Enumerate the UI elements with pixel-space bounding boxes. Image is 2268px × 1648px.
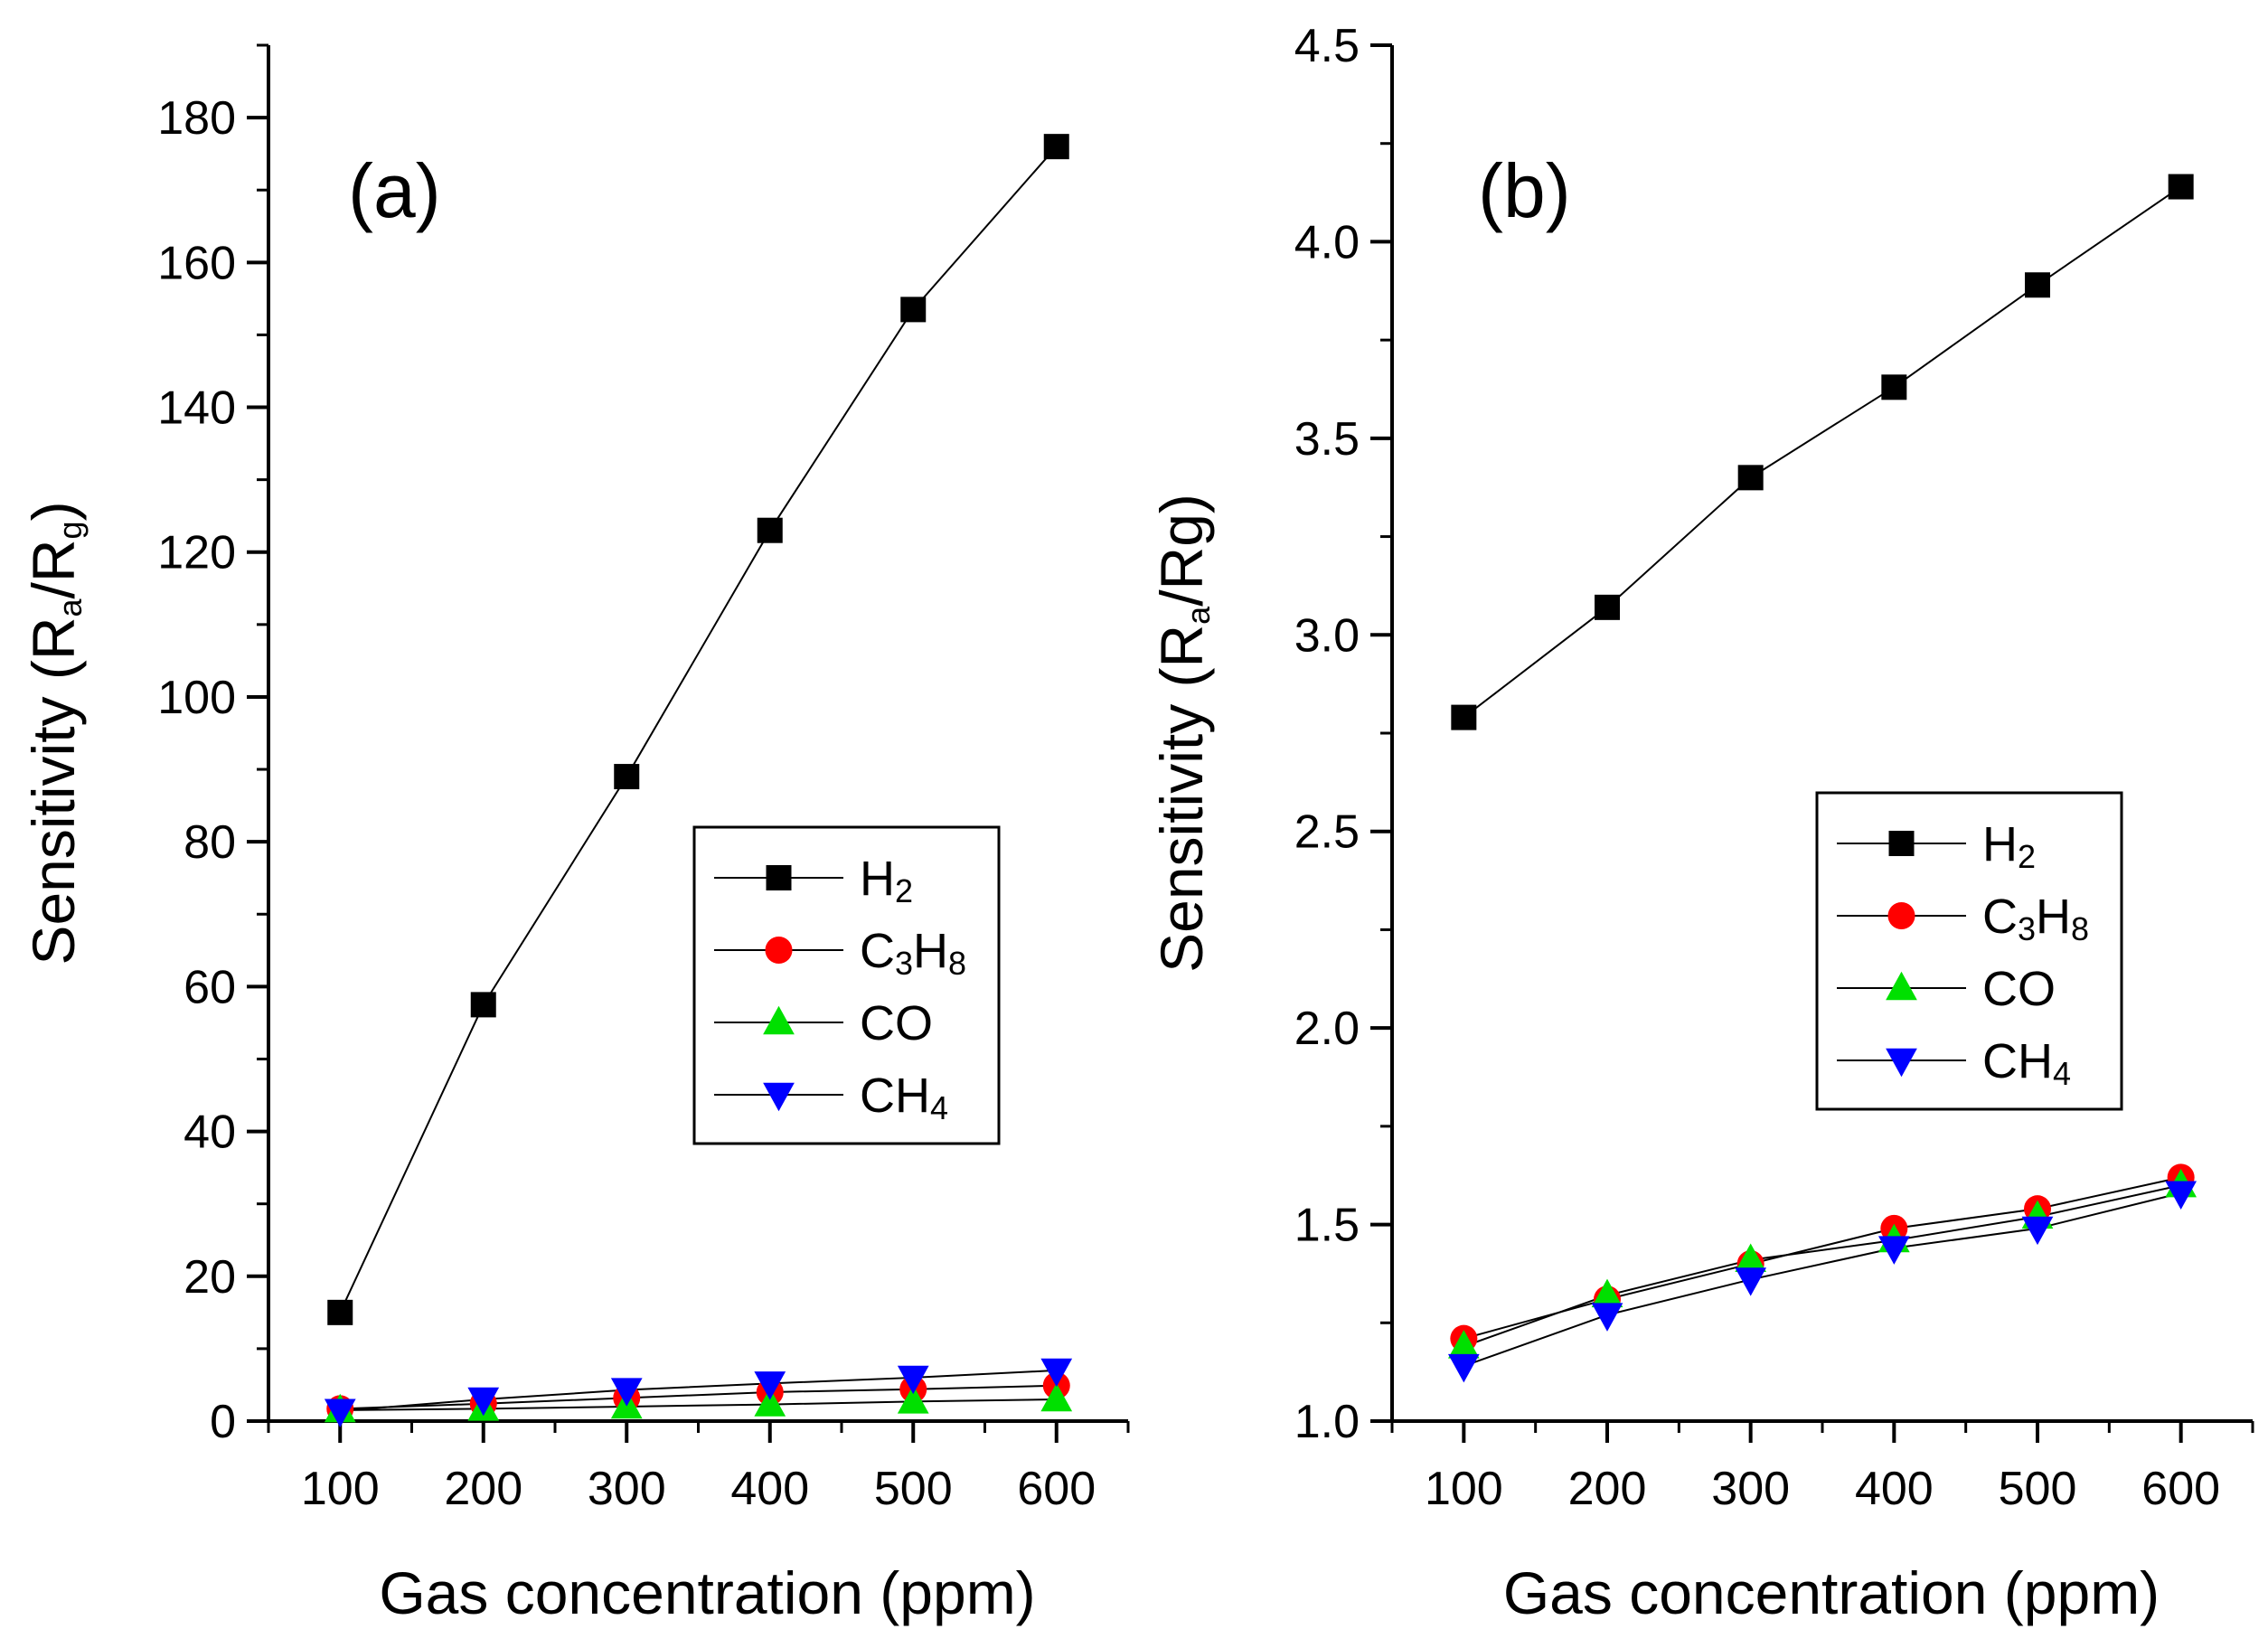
data-point-h2 bbox=[1881, 374, 1907, 400]
data-point-h2 bbox=[327, 1299, 353, 1325]
data-point-ch4 bbox=[2021, 1216, 2054, 1246]
x-tick-label: 600 bbox=[1017, 1463, 1096, 1515]
x-tick-label: 100 bbox=[1425, 1463, 1503, 1515]
legend: H2 C3H8 CO CH4 bbox=[1815, 791, 2123, 1111]
series-line-c3h8 bbox=[1463, 1176, 2181, 1340]
legend-label-co: CO bbox=[1982, 962, 2056, 1016]
data-point-co bbox=[754, 1388, 786, 1417]
panel-a-chart: 100 200 300 400 500 600 0 20 40 60 80 100 120 140 160 1… bbox=[20, 43, 1130, 1626]
panel-b-chart: 100 200 300 400 500 600 1.0 1.5 2.0 2.5 3.0 3.5 4.0 4… bbox=[1148, 20, 2254, 1626]
legend-label-co: CO bbox=[860, 996, 933, 1050]
series-line-h2 bbox=[339, 146, 1058, 1314]
panel-label: (a) bbox=[348, 148, 441, 233]
series-line-co bbox=[1463, 1184, 2181, 1348]
data-point-co bbox=[1040, 1382, 1073, 1412]
y-tick-label: 140 bbox=[157, 382, 236, 435]
series-line-h2 bbox=[1463, 185, 2182, 719]
data-point-ch4 bbox=[467, 1387, 500, 1417]
legend-label-h2: H2 bbox=[860, 852, 913, 909]
data-point-ch4 bbox=[754, 1371, 786, 1400]
data-point-ch4 bbox=[897, 1365, 929, 1395]
series-line-c3h8 bbox=[340, 1384, 1057, 1410]
y-tick-label: 60 bbox=[184, 961, 236, 1013]
x-tick-label: 500 bbox=[874, 1463, 953, 1515]
data-point-h2 bbox=[470, 992, 496, 1018]
x-axis-title: Gas concentration (ppm) bbox=[1503, 1559, 2160, 1626]
y-tick-label: 20 bbox=[184, 1251, 236, 1304]
y-tick-label: 1.0 bbox=[1294, 1396, 1360, 1448]
panel-label: (b) bbox=[1478, 148, 1571, 233]
x-tick-label: 400 bbox=[730, 1463, 809, 1515]
legend: H2 C3H8 CO CH4 bbox=[692, 825, 1001, 1145]
y-axis-title: Sensitivity (Ra/Rg) bbox=[20, 501, 89, 965]
data-point-ch4 bbox=[1040, 1358, 1073, 1388]
y-tick-label: 40 bbox=[184, 1107, 236, 1159]
legend-box bbox=[1815, 791, 2123, 1111]
y-tick-label: 4.0 bbox=[1294, 216, 1360, 268]
x-tick-label: 300 bbox=[1711, 1463, 1790, 1515]
legend-label-c3h8: C3H8 bbox=[860, 924, 966, 982]
legend-marker-h2 bbox=[766, 865, 792, 890]
y-tick-label: 120 bbox=[157, 527, 236, 579]
legend-label-h2: H2 bbox=[1982, 817, 2036, 875]
y-tick-label: 4.5 bbox=[1294, 20, 1360, 72]
x-tick-label: 600 bbox=[2141, 1463, 2220, 1515]
y-tick-label: 2.5 bbox=[1294, 806, 1360, 859]
x-tick-label: 400 bbox=[1855, 1463, 1934, 1515]
y-tick-label: 80 bbox=[184, 816, 236, 869]
data-point-h2 bbox=[1737, 465, 1764, 491]
data-point-ch4 bbox=[1735, 1267, 1767, 1296]
x-tick-label: 300 bbox=[588, 1463, 666, 1515]
data-point-h2 bbox=[757, 517, 783, 543]
data-point-h2 bbox=[1451, 704, 1477, 730]
y-tick-label: 1.5 bbox=[1294, 1200, 1360, 1252]
x-tick-label: 100 bbox=[301, 1463, 380, 1515]
x-tick-label: 200 bbox=[1568, 1463, 1647, 1515]
y-tick-label: 160 bbox=[157, 237, 236, 289]
data-point-ch4 bbox=[324, 1398, 356, 1428]
data-point-h2 bbox=[2025, 272, 2050, 298]
y-tick-label: 3.5 bbox=[1294, 413, 1360, 466]
legend-marker-co bbox=[1886, 971, 1917, 1001]
data-point-co bbox=[1735, 1243, 1767, 1272]
legend-marker-ch4 bbox=[1886, 1048, 1917, 1078]
x-axis-title: Gas concentration (ppm) bbox=[379, 1559, 1035, 1626]
data-point-ch4 bbox=[2165, 1181, 2197, 1210]
data-point-h2 bbox=[2168, 174, 2194, 200]
data-point-co bbox=[1447, 1330, 1480, 1359]
legend-marker-c3h8 bbox=[765, 937, 793, 964]
data-point-h2 bbox=[1043, 134, 1069, 160]
legend-marker-co bbox=[763, 1005, 795, 1035]
y-axis-title: Sensitivity (Ra/Rg) bbox=[1148, 494, 1217, 973]
series-line-co bbox=[340, 1398, 1057, 1411]
data-point-ch4 bbox=[610, 1378, 643, 1407]
y-tick-label: 2.0 bbox=[1294, 1003, 1360, 1055]
legend-marker-c3h8 bbox=[1887, 902, 1915, 929]
data-point-ch4 bbox=[1447, 1353, 1480, 1383]
y-tick-label: 0 bbox=[210, 1396, 236, 1448]
legend-marker-ch4 bbox=[763, 1082, 795, 1112]
y-tick-label: 100 bbox=[157, 672, 236, 724]
x-tick-label: 500 bbox=[1999, 1463, 2077, 1515]
series-line-ch4 bbox=[1463, 1191, 2181, 1368]
data-point-h2 bbox=[900, 297, 927, 323]
legend-label-c3h8: C3H8 bbox=[1982, 890, 2089, 947]
x-tick-label: 200 bbox=[444, 1463, 522, 1515]
data-point-ch4 bbox=[1877, 1236, 1910, 1265]
series-line-ch4 bbox=[340, 1369, 1057, 1412]
legend-box bbox=[692, 825, 1001, 1145]
legend-label-ch4: CH4 bbox=[860, 1069, 948, 1126]
y-tick-label: 180 bbox=[157, 92, 236, 145]
y-tick-label: 3.0 bbox=[1294, 609, 1360, 662]
data-point-co bbox=[897, 1385, 929, 1414]
data-point-ch4 bbox=[1591, 1303, 1623, 1332]
data-point-h2 bbox=[614, 764, 640, 790]
data-point-h2 bbox=[1595, 594, 1620, 620]
legend-label-ch4: CH4 bbox=[1982, 1034, 2071, 1092]
legend-marker-h2 bbox=[1888, 831, 1915, 856]
data-point-co bbox=[1591, 1278, 1623, 1308]
